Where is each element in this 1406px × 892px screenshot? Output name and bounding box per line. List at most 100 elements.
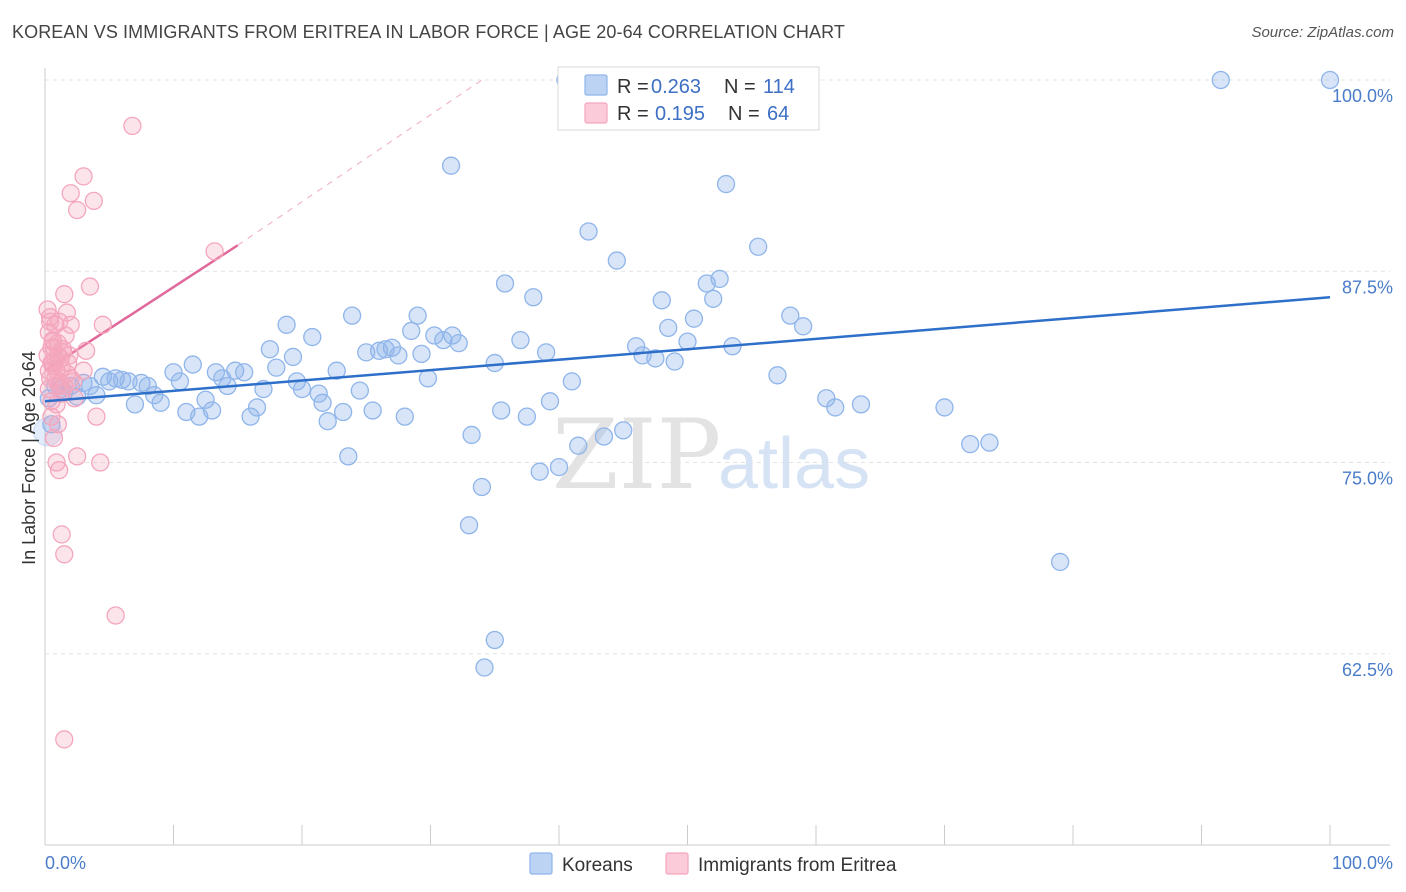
point-korean: [530, 462, 549, 481]
point-korean: [749, 237, 768, 256]
y-tick-labels: 100.0% 87.5% 75.0% 62.5%: [1332, 86, 1393, 680]
trend-line-eritrea-extension: [237, 79, 483, 246]
point-eritrea: [57, 303, 76, 322]
point-korean: [540, 392, 560, 411]
point-korean: [247, 398, 267, 417]
point-eritrea: [58, 353, 78, 373]
y-tick-label: 62.5%: [1342, 660, 1393, 680]
point-korean: [704, 289, 723, 308]
point-korean: [412, 344, 431, 364]
point-eritrea: [87, 407, 106, 426]
point-korean: [170, 372, 190, 391]
point-korean: [350, 381, 369, 400]
legend-n-label-eritrea: N =: [728, 103, 760, 125]
point-korean: [339, 447, 358, 466]
point-eritrea: [67, 447, 87, 466]
point-korean: [459, 516, 479, 535]
point-korean: [492, 401, 511, 420]
point-korean: [646, 349, 665, 368]
point-korean: [327, 361, 346, 380]
point-korean: [472, 477, 492, 497]
point-korean: [309, 384, 328, 403]
point-korean: [449, 334, 468, 353]
point-eritrea: [39, 379, 59, 399]
point-korean: [935, 398, 954, 417]
point-korean: [980, 433, 999, 452]
point-korean: [235, 363, 254, 382]
point-korean: [626, 337, 646, 356]
legend-n-value-koreans: 114: [763, 76, 795, 98]
legend-r-label-eritrea: R =: [617, 103, 649, 125]
point-eritrea: [53, 340, 73, 359]
point-korean: [151, 393, 170, 412]
point-korean: [138, 376, 157, 396]
legend-swatch-eritrea: [584, 102, 608, 124]
point-korean: [389, 346, 408, 365]
point-korean: [710, 269, 729, 289]
point-korean: [716, 174, 736, 194]
point-eritrea: [74, 361, 93, 380]
legend-r-value-eritrea: 0.195: [655, 103, 705, 125]
point-korean: [485, 353, 504, 373]
point-korean: [826, 398, 845, 417]
point-eritrea: [44, 428, 64, 448]
point-korean: [241, 407, 260, 426]
legend-r-label-koreans: R =: [617, 76, 649, 98]
point-korean: [425, 326, 444, 345]
point-eritrea: [52, 525, 71, 544]
point-korean: [517, 407, 537, 426]
point-eritrea: [205, 242, 224, 261]
point-korean: [342, 306, 362, 325]
point-korean: [402, 321, 421, 341]
legend-n-value-eritrea: 64: [767, 103, 789, 125]
point-eritrea: [55, 730, 74, 749]
point-korean: [434, 330, 453, 350]
bottom-legend-swatch-koreans: [529, 852, 553, 875]
points-koreans: [33, 70, 1340, 677]
point-korean: [475, 658, 494, 677]
points-eritrea: [38, 116, 224, 749]
point-korean: [537, 343, 556, 362]
bottom-legend-label-koreans: Koreans: [562, 855, 633, 876]
point-eritrea: [76, 341, 96, 360]
point-korean: [684, 309, 704, 328]
point-korean: [196, 390, 215, 409]
point-korean: [313, 393, 332, 412]
point-eritrea: [74, 167, 93, 186]
point-korean: [441, 156, 461, 175]
point-eritrea: [42, 407, 61, 426]
point-eritrea: [106, 606, 125, 625]
point-korean: [277, 315, 296, 334]
point-korean: [579, 222, 598, 241]
point-korean: [794, 317, 813, 336]
point-korean: [87, 386, 106, 405]
point-eritrea: [80, 277, 100, 296]
watermark-atlas: atlas: [718, 424, 870, 504]
point-eritrea: [84, 191, 103, 211]
legend-r-value-koreans: 0.263: [651, 76, 701, 98]
point-korean: [594, 427, 614, 446]
point-korean: [408, 306, 427, 325]
point-korean: [363, 401, 382, 420]
point-korean: [303, 327, 322, 347]
top-legend: R = 0.263 N = 114 R = 0.195 N = 64: [557, 66, 820, 131]
y-tick-label: 87.5%: [1342, 277, 1393, 297]
trend-line-koreans: [44, 296, 1331, 403]
point-korean: [260, 340, 280, 359]
legend-swatch-koreans: [584, 74, 608, 96]
point-korean: [283, 347, 303, 367]
trend-line-koreans-group: [44, 296, 1331, 403]
chart-title: KOREAN VS IMMIGRANTS FROM ERITREA IN LAB…: [12, 22, 845, 42]
point-eritrea: [40, 307, 60, 327]
point-korean: [851, 395, 871, 414]
chart-source: Source: ZipAtlas.com: [1251, 24, 1394, 41]
point-eritrea: [56, 326, 75, 345]
y-tick-label: 100.0%: [1332, 86, 1393, 106]
axes: [44, 68, 1390, 846]
point-korean: [318, 412, 337, 431]
point-korean: [292, 379, 312, 399]
point-korean: [665, 352, 684, 371]
point-korean: [659, 318, 678, 338]
point-eritrea: [40, 312, 60, 331]
